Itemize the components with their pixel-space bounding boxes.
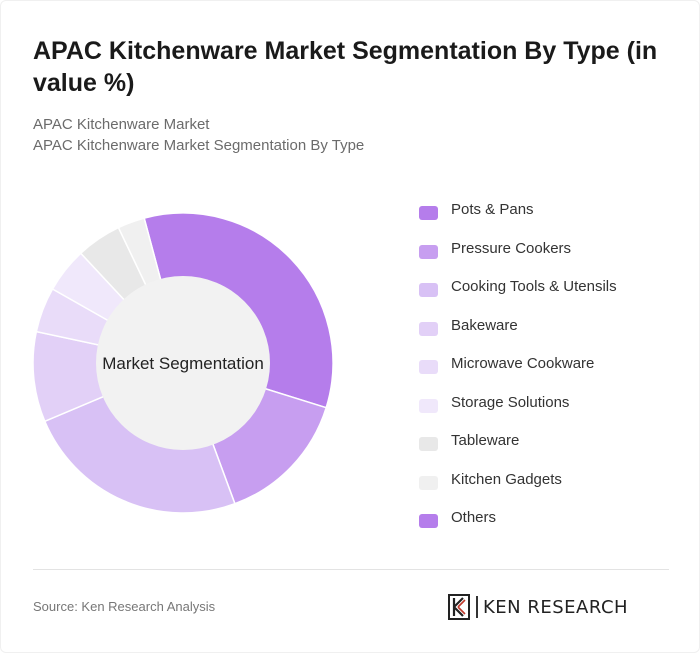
- legend-item-cooking-tools-utensils: Cooking Tools & Utensils: [419, 276, 689, 315]
- legend-item-kitchen-gadgets: Kitchen Gadgets: [419, 469, 689, 508]
- legend-item-pots-pans: Pots & Pans: [419, 199, 689, 238]
- donut-center-label: Market Segmentation: [102, 354, 264, 373]
- legend-swatch: [419, 283, 438, 297]
- legend-label: Microwave Cookware: [451, 355, 595, 372]
- legend-label: Pressure Cookers: [451, 239, 572, 257]
- donut-chart: Market Segmentation: [32, 212, 334, 514]
- legend-item-others: Others: [419, 507, 689, 546]
- legend-item-storage-solutions: Storage Solutions: [419, 392, 689, 431]
- legend-swatch: [419, 398, 438, 413]
- legend-swatch: [419, 514, 438, 528]
- legend-label: Bakeware: [451, 316, 518, 334]
- chart-subtitle: APAC Kitchenware Market APAC Kitchenware…: [33, 114, 673, 156]
- legend-item-microwave-cookware: Microwave Cookware: [419, 353, 689, 392]
- legend-item-bakeware: Bakeware: [419, 315, 689, 354]
- donut-hole: [96, 276, 270, 450]
- legend-label: Others: [451, 509, 497, 526]
- legend-swatch: [419, 475, 438, 490]
- legend-label: Storage Solutions: [451, 393, 570, 411]
- chart-title: APAC Kitchenware Market Segmentation By …: [33, 37, 658, 97]
- legend-swatch: [419, 244, 438, 259]
- legend-item-tableware: Tableware: [419, 430, 689, 469]
- logo-separator: [476, 596, 478, 618]
- legend-swatch: [419, 321, 438, 336]
- legend-item-pressure-cookers: Pressure Cookers: [419, 238, 689, 277]
- legend-swatch: [419, 360, 438, 374]
- legend-label: Pots & Pans: [451, 201, 534, 218]
- legend-swatch: [419, 437, 438, 451]
- chart-legend: Pots & Pans Pressure Cookers Cooking Tools…: [419, 199, 689, 546]
- footer-divider: [33, 569, 669, 570]
- legend-label: Cooking Tools & Utensils: [451, 278, 617, 295]
- subtitle-market: APAC Kitchenware Market: [33, 116, 210, 133]
- legend-label: Tableware: [451, 432, 520, 449]
- legend-swatch: [419, 206, 438, 220]
- source-note: Source: Ken Research Analysis: [33, 599, 216, 614]
- ken-research-logo: KEN RESEARCH: [448, 593, 628, 621]
- subtitle-segmentation: APAC Kitchenware Market Segmentation By …: [33, 137, 365, 154]
- ken-research-logo-icon: [448, 594, 470, 620]
- logo-wordmark: KEN RESEARCH: [483, 596, 629, 618]
- legend-label: Kitchen Gadgets: [451, 470, 562, 488]
